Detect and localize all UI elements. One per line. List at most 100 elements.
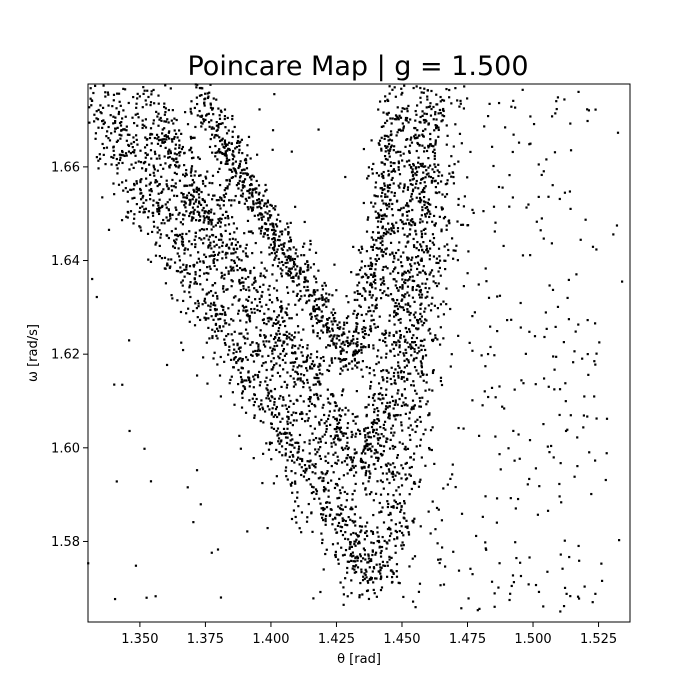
data-point: [275, 405, 278, 409]
data-point: [291, 481, 294, 484]
data-point: [370, 245, 373, 248]
data-point: [353, 568, 356, 571]
data-point: [386, 437, 389, 441]
data-point: [164, 84, 167, 87]
data-point: [312, 307, 315, 310]
data-point: [339, 367, 343, 370]
data-point: [396, 371, 400, 374]
data-point: [205, 204, 208, 207]
data-point: [277, 437, 281, 440]
data-point: [376, 437, 379, 440]
data-point: [241, 396, 244, 399]
data-point: [190, 100, 193, 103]
data-point: [363, 572, 366, 575]
data-point: [300, 338, 303, 341]
data-point: [264, 345, 267, 348]
data-point: [237, 368, 240, 372]
data-point: [360, 568, 363, 571]
data-point: [348, 343, 351, 346]
data-point: [308, 395, 312, 399]
data-point: [204, 177, 208, 180]
data-point: [368, 431, 371, 434]
data-point: [420, 199, 423, 202]
data-point: [350, 339, 353, 343]
data-point: [230, 285, 233, 288]
data-point: [283, 340, 286, 343]
data-point: [316, 307, 319, 310]
data-point: [422, 195, 426, 199]
data-point: [349, 456, 353, 459]
data-point: [107, 137, 110, 140]
data-point: [413, 348, 416, 351]
data-point: [342, 327, 345, 330]
data-point: [314, 405, 317, 408]
data-point: [355, 342, 358, 345]
data-point: [317, 441, 320, 444]
data-point: [411, 557, 414, 560]
data-point: [273, 387, 277, 391]
data-point: [406, 279, 409, 282]
data-point: [144, 151, 147, 155]
data-point: [437, 135, 440, 138]
data-point: [218, 204, 221, 207]
data-point: [139, 161, 143, 164]
data-point: [375, 456, 378, 459]
data-point: [389, 349, 392, 352]
data-point: [309, 266, 312, 269]
data-point: [192, 309, 195, 313]
data-point: [213, 301, 216, 304]
data-point: [283, 253, 286, 256]
data-point: [328, 293, 331, 296]
data-point: [316, 451, 319, 454]
data-point: [382, 564, 385, 567]
data-point: [386, 401, 389, 404]
data-point: [142, 211, 145, 214]
data-point: [260, 225, 264, 228]
data-point: [231, 114, 234, 118]
data-point: [171, 157, 174, 160]
data-point: [233, 155, 236, 158]
data-point: [281, 269, 284, 272]
data-point: [335, 404, 338, 407]
data-point: [201, 198, 205, 202]
data-point: [385, 344, 388, 347]
data-point: [411, 190, 415, 193]
data-point: [244, 157, 247, 161]
data-point: [390, 532, 393, 535]
data-point: [307, 397, 310, 401]
data-point: [116, 92, 119, 95]
data-point: [346, 422, 350, 425]
data-point: [419, 375, 422, 378]
data-point: [346, 595, 349, 598]
data-point: [152, 166, 156, 169]
data-point: [324, 284, 327, 287]
data-point: [378, 563, 381, 566]
data-point: [398, 286, 402, 289]
data-point: [484, 267, 487, 270]
data-point: [325, 506, 329, 509]
data-point: [205, 113, 209, 116]
data-point: [367, 554, 370, 557]
data-point: [387, 189, 390, 193]
data-point: [286, 291, 290, 294]
data-point: [376, 407, 379, 410]
data-point: [246, 358, 249, 361]
data-point: [207, 326, 210, 330]
data-point: [268, 246, 271, 249]
data-point: [361, 466, 364, 469]
data-point: [322, 325, 325, 328]
data-point: [263, 204, 266, 207]
data-point: [449, 307, 452, 311]
data-point: [233, 248, 236, 251]
data-point: [392, 340, 396, 344]
data-point: [303, 294, 306, 297]
data-point: [277, 320, 280, 323]
data-point: [288, 267, 291, 270]
data-point: [193, 238, 196, 241]
data-point: [251, 283, 254, 286]
data-point: [212, 113, 215, 116]
data-point: [540, 173, 543, 177]
data-point: [125, 129, 128, 132]
data-point: [210, 220, 213, 223]
data-point: [116, 172, 119, 175]
